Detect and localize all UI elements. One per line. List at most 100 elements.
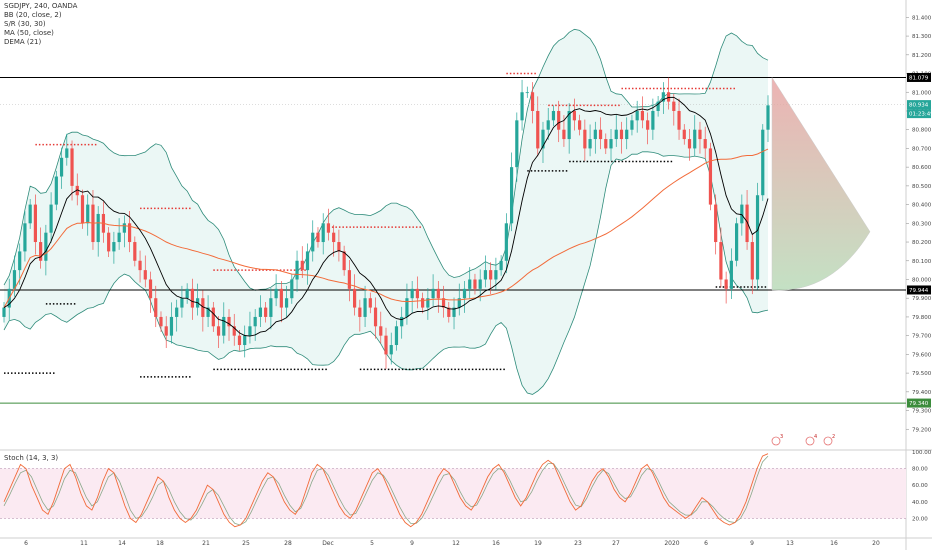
candle-body xyxy=(656,101,660,111)
candle xyxy=(530,82,535,124)
time-tick-label: 16 xyxy=(830,540,838,547)
time-tick-label: 25 xyxy=(242,540,250,547)
candle xyxy=(666,77,671,110)
candle xyxy=(504,213,508,274)
candle xyxy=(373,297,378,339)
candle xyxy=(269,288,273,330)
candle-body xyxy=(682,129,686,140)
tag-lower-bg xyxy=(907,398,931,408)
price-tick-label: 79.900 xyxy=(912,296,932,302)
candle xyxy=(122,215,126,248)
candle xyxy=(284,285,289,318)
candle-body xyxy=(703,139,707,149)
candle-body xyxy=(290,279,294,299)
candle-body xyxy=(2,307,6,317)
candle-body xyxy=(630,120,634,130)
candle-body xyxy=(127,223,132,243)
candle xyxy=(379,311,383,344)
candle xyxy=(483,255,488,288)
candle xyxy=(159,311,163,332)
candle xyxy=(708,142,713,211)
candle-body xyxy=(672,101,676,111)
candle xyxy=(227,309,231,341)
candle xyxy=(515,112,519,182)
candle-body xyxy=(353,288,357,308)
candle xyxy=(578,114,582,136)
candle xyxy=(70,140,74,201)
candle xyxy=(625,117,629,150)
candle-body xyxy=(279,288,283,308)
candle xyxy=(316,227,320,248)
candle-body xyxy=(54,176,58,205)
candle xyxy=(185,283,189,304)
candle-body xyxy=(452,307,456,317)
candle xyxy=(305,243,310,285)
stoch-k-line xyxy=(3,453,769,528)
candle-body xyxy=(211,307,215,327)
candle-body xyxy=(28,204,32,224)
tag-lower: 79.340 xyxy=(909,401,929,407)
candle xyxy=(494,257,498,290)
time-tick-label: 11 xyxy=(80,540,88,547)
candle-body xyxy=(635,110,639,121)
event-marker-label: 4 xyxy=(814,434,817,440)
candle xyxy=(729,248,733,299)
candle-body xyxy=(525,92,529,94)
candle xyxy=(201,290,205,332)
candle xyxy=(719,227,723,288)
candle-body xyxy=(117,232,121,243)
candle-body xyxy=(504,223,508,261)
candle-body xyxy=(175,307,179,317)
candle-body xyxy=(39,242,43,261)
candle-body xyxy=(755,195,760,280)
candle xyxy=(237,330,242,351)
tag-countdown: 01:23:49 xyxy=(909,112,932,118)
candle-body xyxy=(269,298,273,317)
time-tick-label: 21 xyxy=(202,540,210,547)
time-tick-label: 18 xyxy=(156,540,164,547)
candle xyxy=(410,280,414,313)
candle-body xyxy=(478,279,482,289)
candle xyxy=(426,288,430,320)
price-tick-label: 80.300 xyxy=(912,221,932,227)
candle-body xyxy=(750,242,754,280)
candle xyxy=(588,124,592,157)
candle xyxy=(745,189,749,250)
candle-body xyxy=(619,129,624,140)
candle xyxy=(96,206,100,257)
price-tick-label: 80.100 xyxy=(912,259,932,265)
candle-body xyxy=(729,260,733,289)
candle-body xyxy=(515,120,519,168)
candle xyxy=(253,309,257,341)
candle-body xyxy=(441,298,446,308)
candle xyxy=(363,285,367,328)
candle-body xyxy=(305,251,310,271)
stoch-d-line xyxy=(3,455,769,526)
candle xyxy=(190,278,194,320)
candle xyxy=(133,236,137,267)
candle-body xyxy=(363,298,367,317)
stoch-band xyxy=(0,468,906,519)
candle-body xyxy=(687,139,692,149)
candle-body xyxy=(284,298,289,308)
candle xyxy=(635,100,639,133)
tag-current: 80.934 xyxy=(909,103,929,109)
candle xyxy=(206,295,210,328)
candle-body xyxy=(415,288,419,299)
price-tick-label: 79.500 xyxy=(912,371,932,377)
candle-body xyxy=(295,260,299,280)
candle-body xyxy=(394,326,399,346)
ma50-line xyxy=(3,148,769,308)
candle xyxy=(661,82,665,114)
candle-body xyxy=(18,251,22,271)
candle xyxy=(353,274,357,316)
candle-body xyxy=(651,110,655,130)
candle xyxy=(619,121,624,154)
candle-body xyxy=(489,270,493,280)
indicator-dema: DEMA (21) xyxy=(4,38,42,46)
candle xyxy=(714,194,718,255)
candle xyxy=(567,103,571,154)
candle-body xyxy=(154,298,158,317)
